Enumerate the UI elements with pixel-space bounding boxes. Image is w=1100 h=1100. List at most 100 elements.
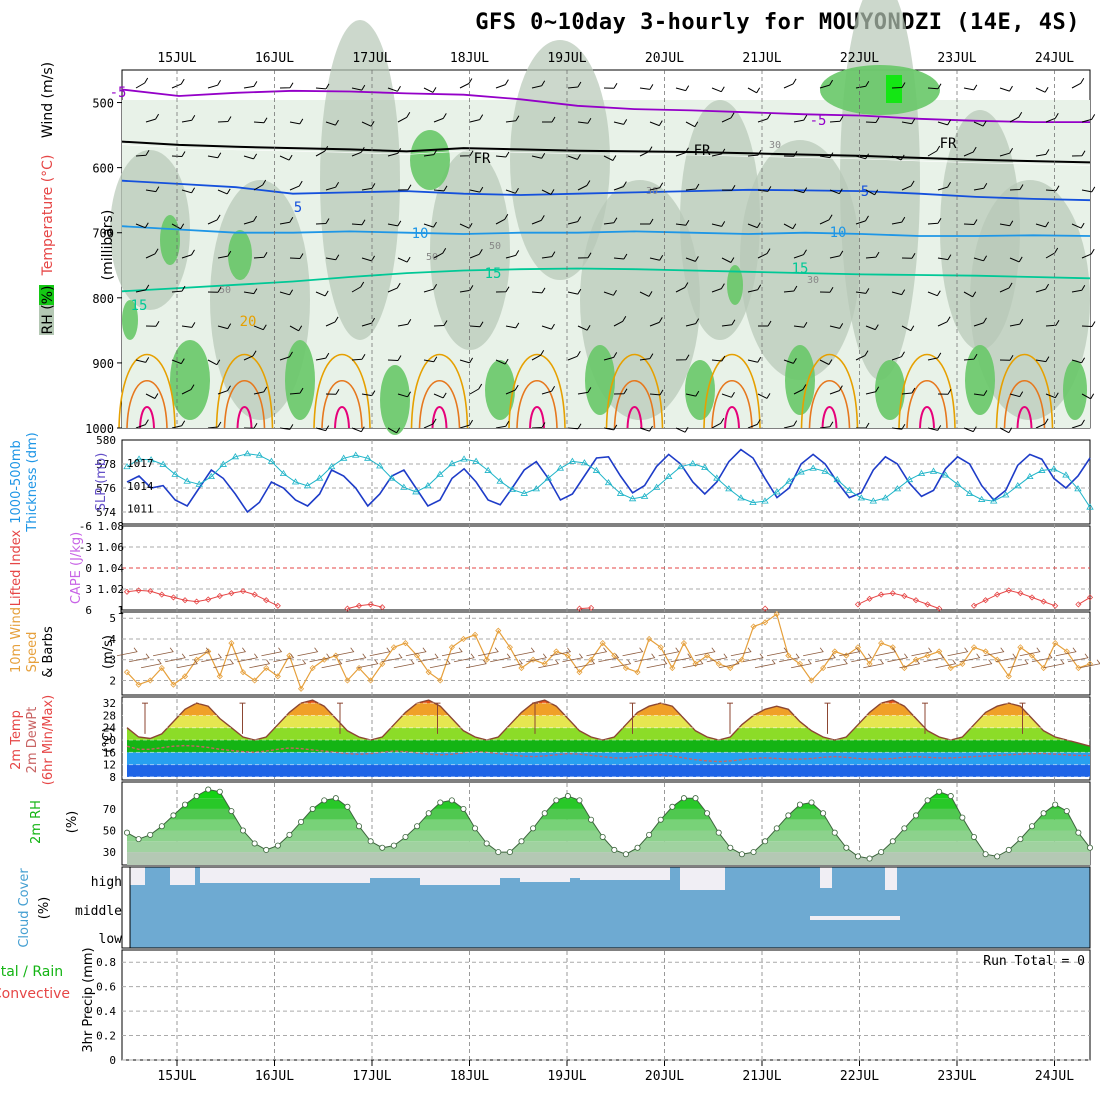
wind-speed-point <box>820 664 827 672</box>
wind-speed-point <box>495 627 502 634</box>
wind-barb <box>613 119 628 125</box>
wind-barb <box>253 324 267 331</box>
wind-barb <box>315 218 330 225</box>
isotherm-label-10: 15 <box>792 261 809 277</box>
wind-barb <box>423 221 437 228</box>
date-label-top-4: 19JUL <box>547 51 586 66</box>
rh-shade-grey-2 <box>320 20 400 340</box>
wind-barb <box>289 253 304 259</box>
wind-barb-10m <box>369 647 391 657</box>
wind-barb <box>865 251 880 259</box>
wind-barb <box>675 282 689 293</box>
wind-barb <box>999 355 1014 361</box>
wind-barb <box>541 323 555 330</box>
wind-barb-10m <box>923 653 945 663</box>
wind-speed-point <box>1005 673 1012 680</box>
wind-speed-point <box>216 673 223 680</box>
rh-point <box>541 810 548 817</box>
wind-barb-10m <box>947 647 969 657</box>
wind-barb <box>1081 393 1095 400</box>
wind-barb <box>387 282 401 293</box>
li-ytick-2: 0 <box>85 562 92 575</box>
rh-shade-green-7 <box>485 360 515 420</box>
wind-barb-10m <box>225 647 247 657</box>
slp-point <box>195 480 203 487</box>
rh-point <box>251 840 258 847</box>
wind-barb <box>1009 318 1024 327</box>
wind-barb <box>135 77 149 89</box>
cloud-gap-0 <box>130 867 145 885</box>
rh-point <box>518 838 525 845</box>
rh-point <box>785 812 792 819</box>
wind-barb <box>397 256 411 263</box>
wind-barb <box>865 189 879 196</box>
wind-barb-10m <box>574 659 596 669</box>
rh-point <box>448 797 455 804</box>
rh-point <box>182 801 189 808</box>
lifted-index-point <box>228 590 235 597</box>
wind-barb <box>279 217 294 225</box>
wind-barb <box>1071 222 1085 229</box>
wind-barb-10m <box>658 647 680 657</box>
wind-speed-point <box>483 656 490 663</box>
wind-barb <box>495 214 509 225</box>
wind-barb <box>901 325 915 332</box>
isotherm-25-dome-8 <box>906 380 948 429</box>
wind-barb <box>181 115 196 123</box>
slp-point <box>183 477 191 484</box>
temp-band-1 <box>127 752 1090 765</box>
wind-barb <box>505 115 520 123</box>
wind-barb <box>685 121 699 128</box>
li-ylabel: Lifted Index <box>9 529 24 606</box>
isotherm-30-dome-0 <box>139 406 155 429</box>
wind-barb <box>253 386 268 395</box>
rh-band-1 <box>127 841 1090 853</box>
wind-barb-10m <box>466 659 487 669</box>
rh-point <box>669 803 676 810</box>
rh-point <box>936 788 943 795</box>
wind-barb <box>1071 357 1086 364</box>
isotherm-25-dome-2 <box>321 380 363 429</box>
wind-barb-10m <box>249 659 271 669</box>
legend-temperature: Temperature (°C) <box>40 155 56 277</box>
isotherm-30-dome-5 <box>626 406 643 429</box>
rh-point <box>773 825 780 832</box>
wind-barb <box>1081 321 1096 327</box>
rh-shade-bright <box>886 75 902 103</box>
li-ytick-1: -3 <box>79 541 92 554</box>
slp-point <box>496 477 504 484</box>
rh-point <box>866 855 873 862</box>
wind-barb <box>253 179 267 191</box>
wind-barb <box>603 155 617 161</box>
wind-speed-point <box>402 640 409 647</box>
wind-speed-point <box>785 652 792 659</box>
rh-shade-grey-4 <box>510 40 610 280</box>
rh-shade-green-0 <box>410 130 450 190</box>
rh-point <box>1075 829 1082 836</box>
wind-barb <box>1009 391 1024 398</box>
rh-point <box>901 825 908 832</box>
date-label-top-2: 17JUL <box>352 51 391 66</box>
lifted-index-point <box>970 602 978 609</box>
wind-barb <box>747 149 762 157</box>
wind-barb-10m <box>285 659 307 669</box>
temp-ylabel-3: (6hr Min/Max) <box>41 695 56 785</box>
temp-ylabel-1: 2m Temp <box>9 710 24 770</box>
wind-barb <box>217 116 232 123</box>
wind-barb <box>1009 256 1023 263</box>
cape-ytick-0: 1 <box>117 604 124 617</box>
slp-point <box>833 475 841 483</box>
wind-speed-point <box>135 681 142 688</box>
wind-speed-point <box>924 652 931 659</box>
wind-barb <box>495 421 510 429</box>
wind-barb <box>721 392 735 398</box>
slp-point <box>327 462 336 470</box>
slp-point <box>147 456 155 463</box>
wind-barb <box>973 120 987 127</box>
wind-barb <box>999 427 1013 434</box>
wind-speed-point <box>274 673 281 680</box>
wind-barb <box>243 153 258 160</box>
rh-point <box>425 810 432 817</box>
slp-point <box>1026 472 1034 480</box>
wind-barb <box>640 218 654 225</box>
